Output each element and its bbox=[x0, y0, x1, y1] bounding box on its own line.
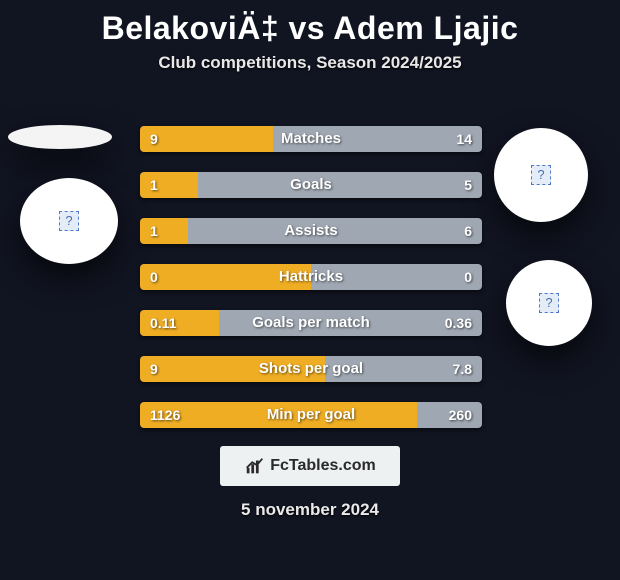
date-label: 5 november 2024 bbox=[0, 500, 620, 520]
stat-value-left: 1 bbox=[150, 218, 158, 244]
stat-row: Min per goal1126 260 bbox=[140, 402, 482, 428]
stat-label: Goals bbox=[140, 172, 482, 198]
stat-value-left: 1 bbox=[150, 172, 158, 198]
stat-label: Assists bbox=[140, 218, 482, 244]
stat-label: Shots per goal bbox=[140, 356, 482, 382]
stat-value-left: 0.11 bbox=[150, 310, 176, 336]
stat-row: Goals per match0.11 0.36 bbox=[140, 310, 482, 336]
stat-value-left: 1126 bbox=[150, 402, 180, 428]
stat-value-left: 0 bbox=[150, 264, 158, 290]
stats-bars: Matches914Goals15Assists16Hattricks00Goa… bbox=[140, 126, 482, 448]
stat-value-right: 6 bbox=[464, 218, 472, 244]
page-title: BelakoviÄ‡ vs Adem Ljajic bbox=[0, 0, 620, 47]
stat-row: Goals1 5 bbox=[140, 172, 482, 198]
stat-value-right: 5 bbox=[464, 172, 472, 198]
stat-label: Goals per match bbox=[140, 310, 482, 336]
stat-value-right: 260 bbox=[449, 402, 472, 428]
avatar-disc: ? bbox=[20, 178, 118, 264]
stat-label: Matches bbox=[140, 126, 482, 152]
stat-label: Hattricks bbox=[140, 264, 482, 290]
stat-row: Shots per goal9 7.8 bbox=[140, 356, 482, 382]
stat-value-right: 0 bbox=[464, 264, 472, 290]
placeholder-icon: ? bbox=[539, 293, 559, 313]
stat-row: Matches9 14 bbox=[140, 126, 482, 152]
avatar-disc: ? bbox=[494, 128, 588, 222]
stat-row: Hattricks0 0 bbox=[140, 264, 482, 290]
stat-row: Assists1 6 bbox=[140, 218, 482, 244]
avatar-disc: ? bbox=[506, 260, 592, 346]
chart-icon bbox=[244, 455, 266, 477]
watermark: FcTables.com bbox=[220, 446, 400, 486]
stat-value-right: 7.8 bbox=[453, 356, 472, 382]
avatar-disc bbox=[8, 125, 112, 149]
placeholder-icon: ? bbox=[531, 165, 551, 185]
watermark-text: FcTables.com bbox=[270, 457, 376, 475]
stat-value-left: 9 bbox=[150, 126, 158, 152]
stat-value-left: 9 bbox=[150, 356, 158, 382]
stat-label: Min per goal bbox=[140, 402, 482, 428]
page-subtitle: Club competitions, Season 2024/2025 bbox=[0, 53, 620, 73]
stat-value-right: 0.36 bbox=[445, 310, 472, 336]
stat-value-right: 14 bbox=[456, 126, 472, 152]
placeholder-icon: ? bbox=[59, 211, 79, 231]
